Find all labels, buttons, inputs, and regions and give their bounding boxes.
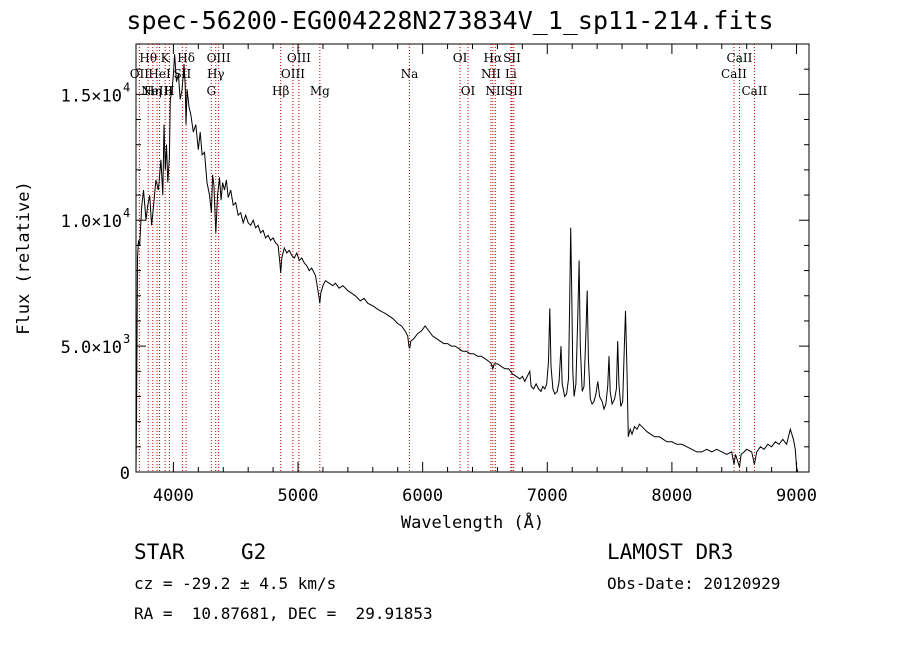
redshift-text: cz = -29.2 ± 4.5 km/s bbox=[134, 574, 337, 593]
spectral-line-label: OIII bbox=[281, 67, 305, 81]
spectral-line-label: G bbox=[206, 84, 216, 98]
spectral-line-label: HeI bbox=[148, 67, 171, 81]
spectral-line-label: Hδ bbox=[177, 51, 195, 65]
y-tick-exponent: 4 bbox=[123, 206, 130, 220]
x-tick-label: 8000 bbox=[651, 486, 692, 506]
spectral-line-label: SII bbox=[505, 84, 523, 98]
spectral-line-label: K bbox=[161, 51, 171, 65]
x-tick-label: 9000 bbox=[776, 486, 817, 506]
x-axis-label: Wavelength (Å) bbox=[401, 511, 544, 533]
spectral-line-label: Hη bbox=[144, 84, 162, 98]
spectral-line-label: SII bbox=[503, 51, 521, 65]
spectral-line-label: Hβ bbox=[272, 84, 289, 98]
x-tick-label: 5000 bbox=[278, 486, 319, 506]
x-tick-label: 4000 bbox=[153, 486, 194, 506]
spectrum-line bbox=[135, 54, 799, 473]
spectral-line-label: CaII bbox=[727, 51, 753, 65]
y-tick-label: 0 bbox=[120, 464, 130, 484]
x-axis-ticks: 4000 5000 6000 7000 8000 9000 bbox=[153, 44, 817, 506]
spectral-line-label: OIII bbox=[207, 51, 231, 65]
y-axis-ticks: 05.0×10 31.0×10 41.5×10 4 bbox=[61, 43, 809, 484]
observation-date: Obs-Date: 20120929 bbox=[607, 574, 781, 593]
survey-name: LAMOST DR3 bbox=[607, 540, 734, 564]
spectral-line-label: OI bbox=[461, 84, 476, 98]
x-tick-label: 6000 bbox=[402, 486, 443, 506]
spectral-line-label: OI bbox=[453, 51, 468, 65]
spectral-line-label: Li bbox=[505, 67, 517, 81]
coordinates-text: RA = 10.87681, DEC = 29.91853 bbox=[134, 604, 433, 623]
y-tick-exponent: 4 bbox=[123, 80, 130, 94]
spectral-line-label: Hα bbox=[484, 51, 503, 65]
spectral-subclass: G2 bbox=[241, 540, 267, 564]
object-class: STAR bbox=[134, 540, 185, 564]
x-tick-label: 7000 bbox=[527, 486, 568, 506]
spectral-line-label: CaII bbox=[741, 84, 767, 98]
spectral-line-label: OIII bbox=[287, 51, 311, 65]
spectral-line-label: NII bbox=[485, 84, 505, 98]
chart-title: spec-56200-EG004228N273834V_1_sp11-214.f… bbox=[126, 6, 774, 35]
y-tick-label: 1.5×10 bbox=[61, 86, 122, 106]
spectral-line-label: OII bbox=[130, 67, 150, 81]
plot-frame bbox=[135, 43, 810, 473]
spectral-line-label: H bbox=[164, 84, 174, 98]
spectral-line-label: Mg bbox=[310, 84, 330, 98]
spectral-line-labels: OIIHθHηNeIIIHeIKHSIIHδGHγOIIIHβOIIIOIIIM… bbox=[130, 51, 768, 98]
spectral-line-label: NeIII bbox=[141, 84, 173, 98]
spectral-line-label: Na bbox=[401, 67, 419, 81]
y-tick-label: 5.0×10 bbox=[61, 338, 122, 358]
spectral-line-label: Hγ bbox=[207, 67, 225, 81]
y-tick-exponent: 3 bbox=[123, 332, 130, 346]
y-axis-label: Flux (relative) bbox=[14, 181, 34, 335]
y-tick-label: 1.0×10 bbox=[61, 212, 122, 232]
spectral-line-label: NII bbox=[481, 67, 501, 81]
spectral-line-label: SII bbox=[174, 67, 192, 81]
spectral-line-label: CaII bbox=[721, 67, 747, 81]
spectral-line-markers bbox=[138, 44, 755, 472]
spectral-line-label: Hθ bbox=[139, 51, 157, 65]
